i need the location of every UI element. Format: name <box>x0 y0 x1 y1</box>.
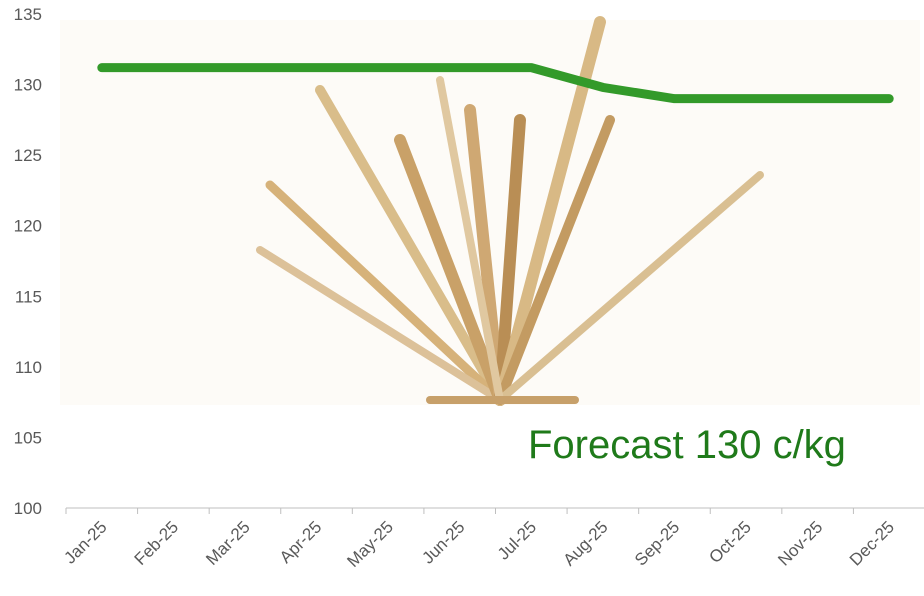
x-tick-label: May-25 <box>343 517 397 571</box>
x-tick-label: Jun-25 <box>418 517 468 567</box>
x-tick-label: Dec-25 <box>846 517 898 569</box>
page: {"chart_data": {"type": "line", "categor… <box>0 0 924 596</box>
y-tick-label: 105 <box>14 428 42 447</box>
chart: Forecast 130 c/kg 100 105 110 115 120 125 130 1… <box>0 0 924 591</box>
x-tick-label: Feb-25 <box>131 517 183 569</box>
y-tick-label: 115 <box>15 287 42 306</box>
y-tick-label: 100 <box>14 499 42 518</box>
x-tick-label: Jan-25 <box>60 517 110 567</box>
x-tick-label: Nov-25 <box>774 517 826 569</box>
y-tick-label: 135 <box>14 5 42 24</box>
y-tick-label: 130 <box>14 76 42 95</box>
y-tick-label: 110 <box>15 358 42 377</box>
annotation: Forecast 130 c/kg <box>528 423 846 467</box>
y-tick-label: 120 <box>14 217 42 236</box>
wheat-illustration <box>60 20 920 405</box>
x-tick-label: Oct-25 <box>705 517 755 567</box>
y-tick-label: 125 <box>14 146 42 165</box>
x-tick-label: Apr-25 <box>276 517 326 567</box>
x-tick-label: Sep-25 <box>631 517 683 569</box>
x-tick-label: Jul-25 <box>494 517 540 563</box>
x-tick-label: Aug-25 <box>559 517 611 569</box>
x-tick-label: Mar-25 <box>202 517 254 569</box>
